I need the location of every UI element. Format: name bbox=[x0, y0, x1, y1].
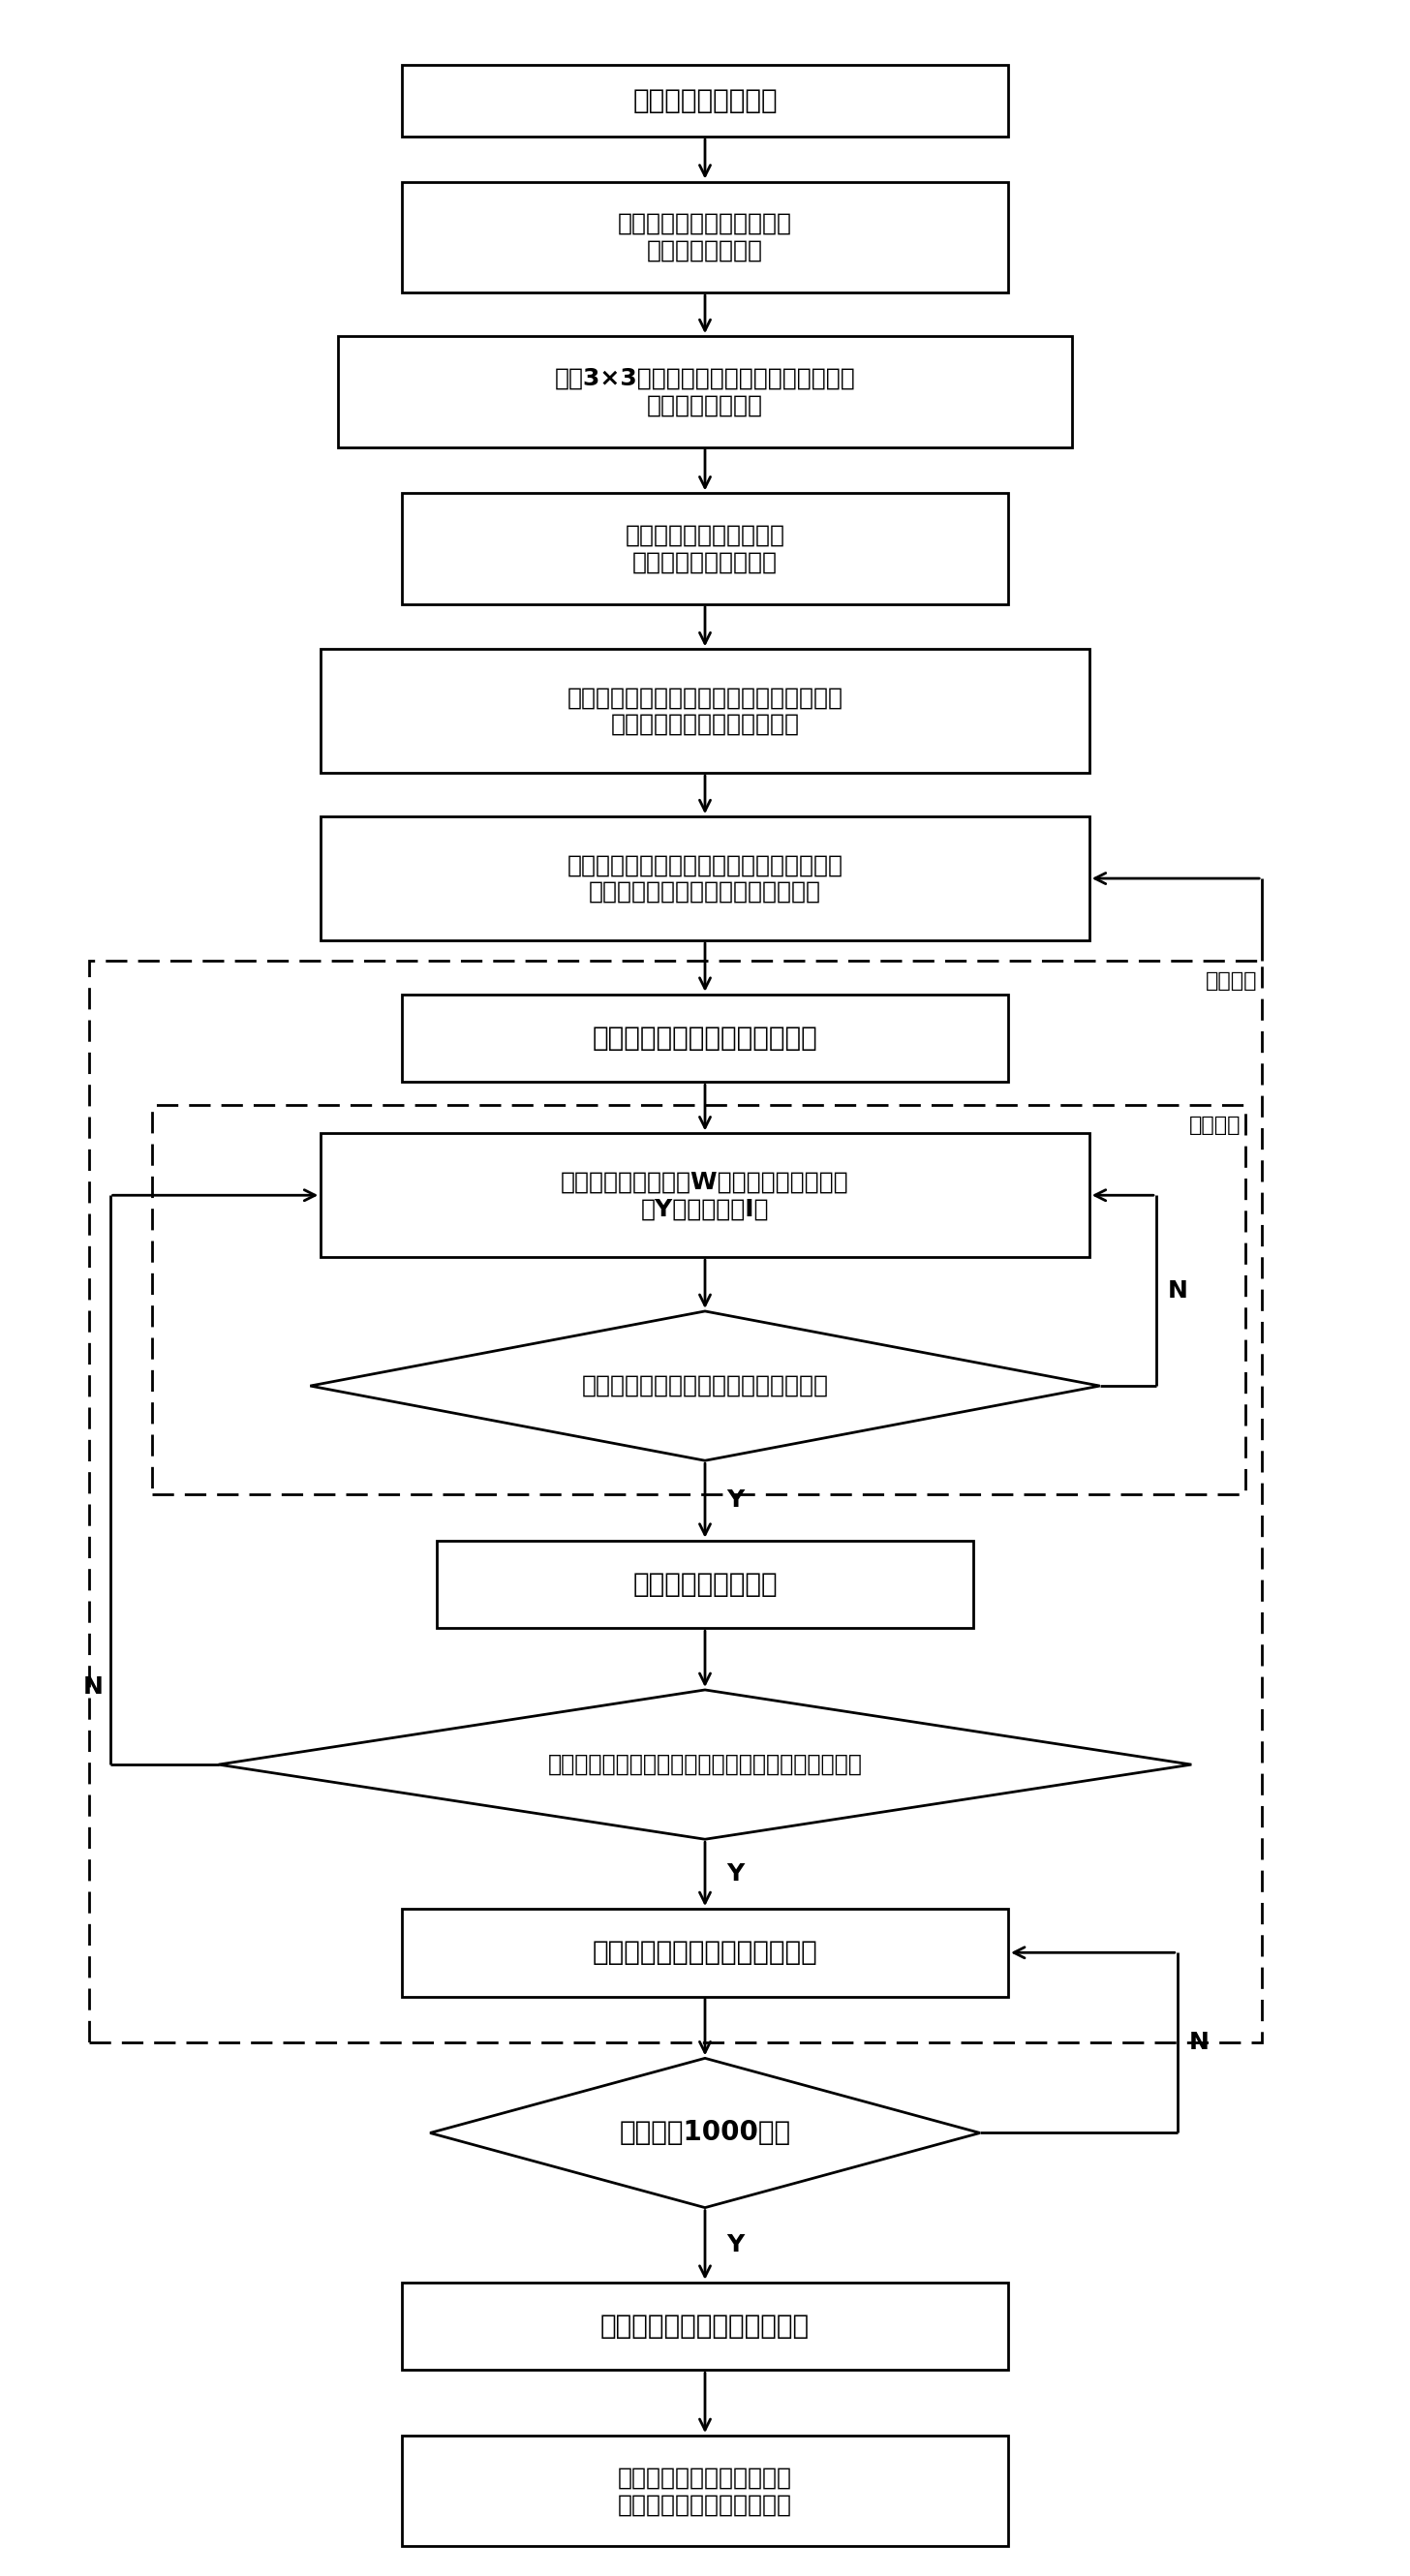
Text: 采用经验正交函数分解法，
筛选产业集聚最优空间布局: 采用经验正交函数分解法， 筛选产业集聚最优空间布局 bbox=[618, 2465, 792, 2517]
Text: Y: Y bbox=[726, 1489, 744, 1512]
Text: 以样本均值和均方差为基础生成随机数，插
值到区位作为制造业就业人数初始值: 以样本均值和均方差为基础生成随机数，插 值到区位作为制造业就业人数初始值 bbox=[567, 853, 843, 904]
FancyBboxPatch shape bbox=[402, 2282, 1008, 2370]
Polygon shape bbox=[219, 1690, 1191, 1839]
FancyBboxPatch shape bbox=[437, 1540, 973, 1628]
Text: Y: Y bbox=[726, 1862, 744, 1886]
FancyBboxPatch shape bbox=[402, 180, 1008, 291]
Polygon shape bbox=[430, 2058, 980, 2208]
Text: Y: Y bbox=[726, 2233, 744, 2257]
FancyBboxPatch shape bbox=[402, 1909, 1008, 1996]
Text: 计算各区位名义工资W及其变化率、人均收
入Y、价格指数I，: 计算各区位名义工资W及其变化率、人均收 入Y、价格指数I， bbox=[561, 1170, 849, 1221]
FancyBboxPatch shape bbox=[402, 492, 1008, 603]
Text: 生成一种产业集聚空间布局模式: 生成一种产业集聚空间布局模式 bbox=[592, 1940, 818, 1965]
FancyBboxPatch shape bbox=[402, 994, 1008, 1082]
FancyBboxPatch shape bbox=[320, 1133, 1090, 1257]
Text: N: N bbox=[1189, 2030, 1208, 2056]
Text: 计算各区位实际工资: 计算各区位实际工资 bbox=[633, 1571, 777, 1597]
FancyBboxPatch shape bbox=[402, 2437, 1008, 2545]
Text: 短期均衡: 短期均衡 bbox=[1189, 1115, 1241, 1136]
Text: 按照3×3邻域，计算区位之间的最短路径，
构造交通网络矩阵: 按照3×3邻域，计算区位之间的最短路径， 构造交通网络矩阵 bbox=[554, 366, 856, 417]
Text: 各区位实际工资与区域平均实际工资是否都小于阈值: 各区位实际工资与区域平均实际工资是否都小于阈值 bbox=[547, 1752, 863, 1777]
Text: 蒙特卡洛空间统计可靠性评估: 蒙特卡洛空间统计可靠性评估 bbox=[601, 2313, 809, 2339]
Text: 进入产业集聚空间布局动态模拟: 进入产业集聚空间布局动态模拟 bbox=[592, 1025, 818, 1051]
Polygon shape bbox=[310, 1311, 1100, 1461]
Text: 生成地理空间模拟场: 生成地理空间模拟场 bbox=[633, 88, 777, 113]
FancyBboxPatch shape bbox=[338, 335, 1072, 446]
Text: 以城市为样本，收集城市若干年份制造业就
业人数，计算其均值和均方差: 以城市为样本，收集城市若干年份制造业就 业人数，计算其均值和均方差 bbox=[567, 685, 843, 737]
FancyBboxPatch shape bbox=[320, 649, 1090, 773]
Text: 将地理区域进行格网划分，
视格网单元为区位: 将地理区域进行格网划分， 视格网单元为区位 bbox=[618, 211, 792, 263]
Text: N: N bbox=[1167, 1278, 1187, 1303]
FancyBboxPatch shape bbox=[402, 64, 1008, 137]
Text: 长期均衡: 长期均衡 bbox=[1206, 971, 1258, 992]
FancyBboxPatch shape bbox=[320, 817, 1090, 940]
Text: N: N bbox=[83, 1674, 103, 1700]
Text: 基于空间区位理论模型，
建立产业地理集聚模型: 基于空间区位理论模型， 建立产业地理集聚模型 bbox=[625, 523, 785, 574]
Text: 是否大于1000次？: 是否大于1000次？ bbox=[619, 2120, 791, 2146]
Text: 各区位名义工资变化率是否都小于阈值: 各区位名义工资变化率是否都小于阈值 bbox=[581, 1373, 829, 1399]
